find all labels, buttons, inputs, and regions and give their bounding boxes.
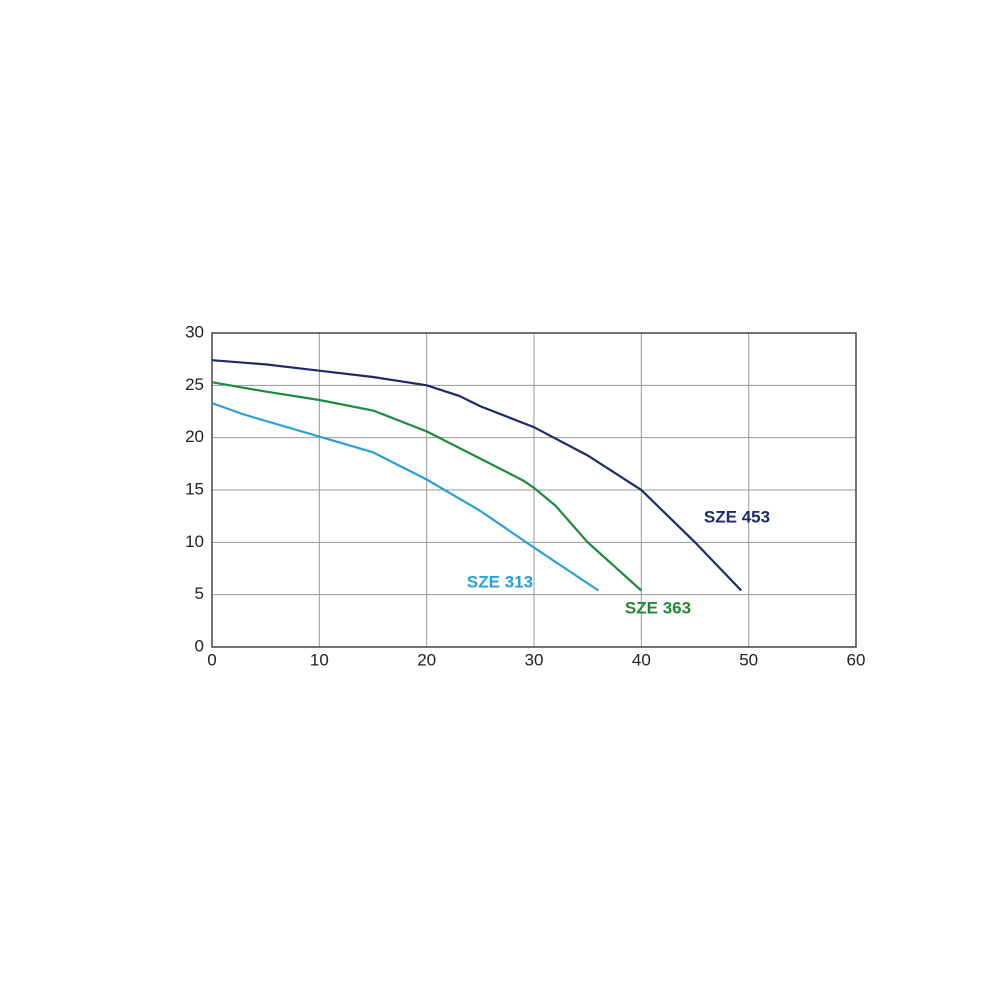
- x-tick-label: 30: [525, 650, 544, 669]
- y-tick-label: 10: [185, 532, 204, 551]
- series-label: SZE 363: [625, 598, 691, 617]
- x-tick-label: 50: [739, 650, 758, 669]
- plot-frame: [211, 332, 857, 648]
- x-tick-label: 0: [207, 650, 216, 669]
- x-tick-label: 20: [417, 650, 436, 669]
- y-tick-label: 5: [195, 584, 204, 603]
- series-line: [211, 381, 643, 592]
- y-tick-label: 0: [195, 636, 204, 655]
- x-tick-label: 40: [632, 650, 651, 669]
- x-tick-label: 60: [847, 650, 866, 669]
- series-label: SZE 453: [704, 507, 770, 526]
- y-tick-label: 30: [185, 322, 204, 341]
- x-tick-label: 10: [310, 650, 329, 669]
- y-tick-label: 20: [185, 427, 204, 446]
- series-label: SZE 313: [467, 572, 533, 591]
- series-line: [211, 359, 742, 592]
- series-line: [211, 402, 600, 592]
- y-tick-label: 15: [185, 479, 204, 498]
- y-tick-label: 25: [185, 375, 204, 394]
